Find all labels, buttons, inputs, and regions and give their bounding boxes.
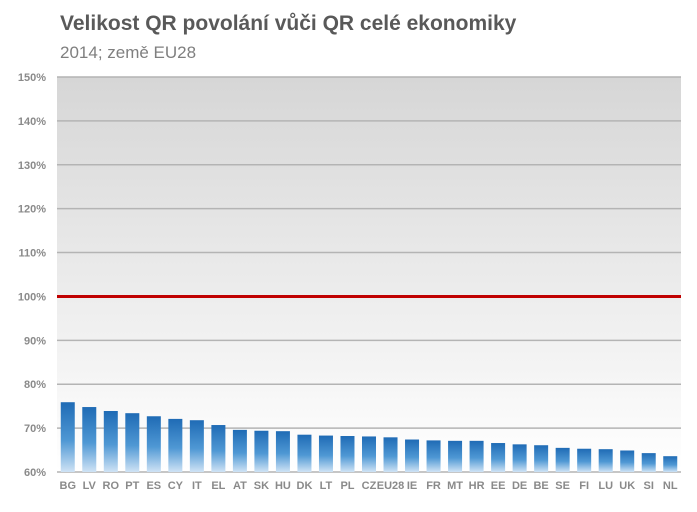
x-tick-label: EU28 [377, 480, 405, 492]
bar [534, 445, 549, 472]
bar [383, 437, 398, 472]
bar [211, 425, 226, 472]
x-tick-label: BG [60, 480, 77, 492]
plot-area [57, 77, 681, 472]
x-tick-label: CZ [362, 480, 377, 492]
x-tick-label: HR [469, 480, 485, 492]
y-axis-ticks: 60% 70% 80% 90% 100% 110% 120% 130% 140% 150% [18, 72, 46, 479]
x-tick-label: SK [254, 480, 269, 492]
y-tick-label: 60% [24, 467, 46, 479]
bars [60, 402, 678, 472]
x-tick-label: EL [211, 480, 225, 492]
bar [254, 430, 269, 472]
bar [362, 436, 376, 472]
y-tick-label: 80% [24, 379, 46, 391]
chart-title: Velikost QR povolání vůči QR celé ekonom… [60, 12, 517, 35]
bar [340, 436, 355, 472]
bar [512, 444, 527, 472]
bar [577, 448, 592, 472]
x-tick-label: ES [146, 480, 161, 492]
x-tick-label: NL [663, 480, 678, 492]
x-tick-label: MT [447, 480, 463, 492]
bar [405, 439, 420, 472]
x-tick-label: CY [168, 480, 184, 492]
x-tick-label: DE [512, 480, 527, 492]
bar [60, 402, 75, 472]
x-tick-label: FI [579, 480, 589, 492]
y-tick-label: 90% [24, 335, 46, 347]
x-tick-label: FR [426, 480, 441, 492]
gridlines [57, 76, 681, 473]
x-tick-label: AT [233, 480, 247, 492]
y-tick-label: 120% [18, 204, 46, 216]
bar [82, 407, 97, 472]
x-tick-label: SE [555, 480, 570, 492]
bar [448, 440, 463, 472]
bar [491, 443, 506, 472]
bar [168, 418, 183, 472]
x-tick-label: UK [619, 480, 635, 492]
x-tick-label: SI [644, 480, 654, 492]
x-tick-label: IT [192, 480, 202, 492]
bar [426, 440, 441, 472]
x-tick-label: HU [275, 480, 291, 492]
bar [663, 456, 678, 472]
x-tick-label: IE [407, 480, 417, 492]
bar [297, 434, 312, 472]
bar [555, 447, 570, 472]
bar [641, 453, 656, 472]
x-tick-label: DK [297, 480, 313, 492]
bar [125, 413, 140, 472]
y-tick-label: 130% [18, 160, 46, 172]
x-tick-label: RO [103, 480, 120, 492]
bar [620, 450, 635, 472]
x-axis-ticks: BG LV RO PT ES CY IT EL AT SK HU DK LT PL CZ EU28 IE FR MT… [60, 480, 678, 492]
bar [146, 416, 161, 472]
bar [232, 429, 247, 472]
x-tick-label: LV [83, 480, 97, 492]
bar [275, 431, 290, 472]
x-tick-label: PT [125, 480, 139, 492]
bar [469, 440, 484, 472]
y-tick-label: 140% [18, 116, 46, 128]
x-tick-label: LT [320, 480, 333, 492]
y-tick-label: 70% [24, 423, 46, 435]
y-tick-label: 110% [18, 248, 46, 260]
x-tick-label: EE [491, 480, 506, 492]
x-tick-label: LU [598, 480, 613, 492]
y-tick-label: 100% [18, 291, 46, 303]
bar [318, 435, 333, 472]
y-tick-label: 150% [18, 72, 46, 84]
x-tick-label: BE [533, 480, 548, 492]
chart-subtitle: 2014; země EU28 [60, 43, 197, 62]
bar [103, 410, 118, 472]
bar [598, 449, 613, 472]
x-tick-label: PL [340, 480, 354, 492]
bar [189, 420, 204, 472]
